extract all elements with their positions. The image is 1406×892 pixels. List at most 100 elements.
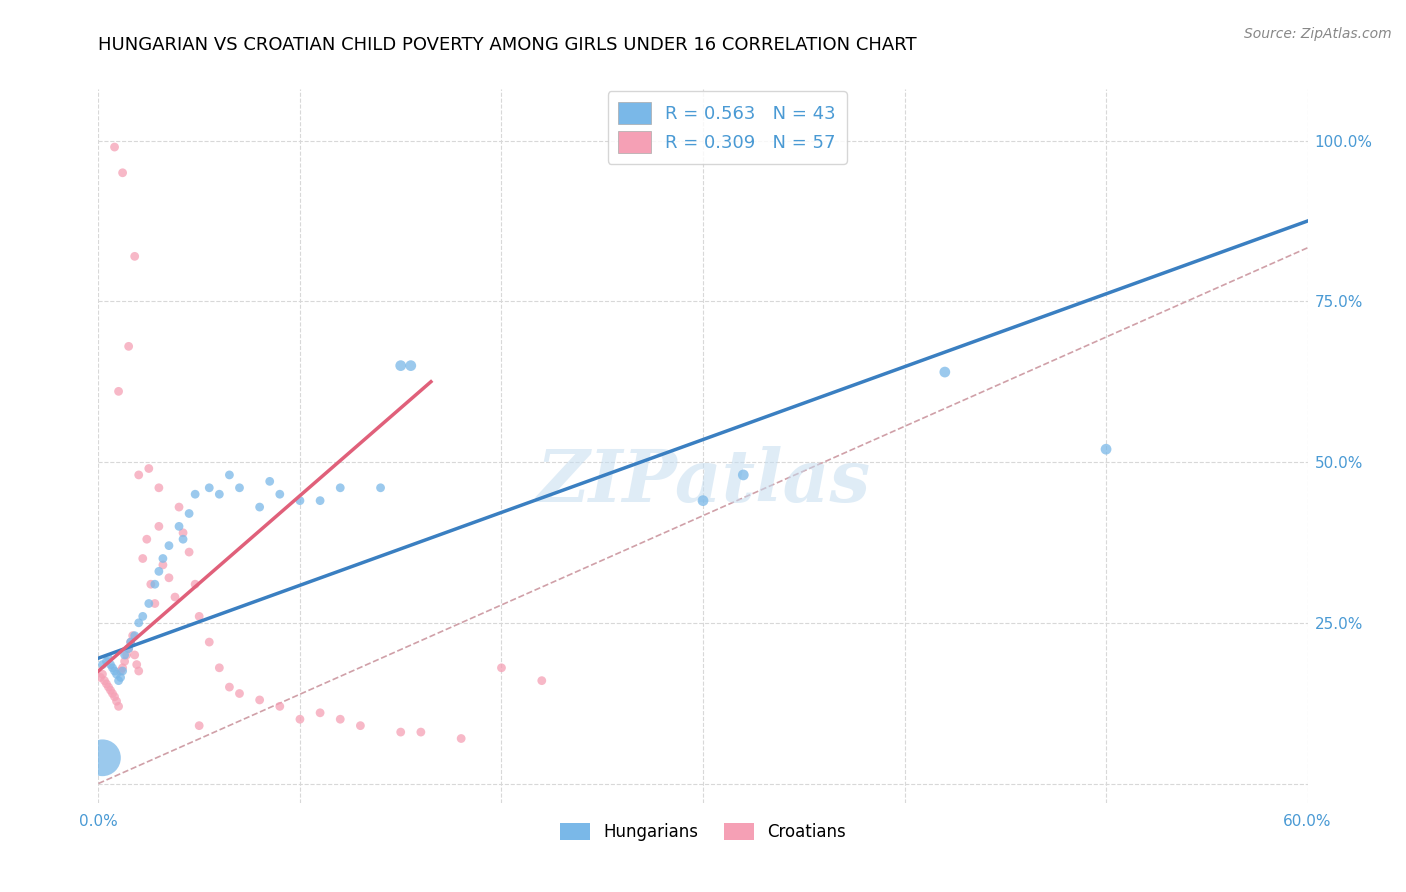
- Point: [157, 539, 180, 553]
- Point: [148, 519, 170, 533]
- Point: [120, 635, 142, 649]
- Point: [111, 661, 134, 675]
- Point: [389, 725, 412, 739]
- Point: [269, 487, 291, 501]
- Point: [143, 597, 166, 611]
- Point: [218, 467, 240, 482]
- Point: [329, 481, 352, 495]
- Point: [167, 500, 190, 514]
- Point: [152, 558, 174, 572]
- Point: [111, 166, 134, 180]
- Point: [103, 690, 125, 704]
- Point: [249, 693, 271, 707]
- Point: [530, 673, 553, 688]
- Point: [172, 525, 194, 540]
- Point: [97, 651, 120, 665]
- Point: [100, 657, 122, 672]
- Text: HUNGARIAN VS CROATIAN CHILD POVERTY AMONG GIRLS UNDER 16 CORRELATION CHART: HUNGARIAN VS CROATIAN CHILD POVERTY AMON…: [98, 36, 917, 54]
- Point: [148, 565, 170, 579]
- Point: [110, 664, 132, 678]
- Point: [138, 461, 160, 475]
- Point: [228, 481, 250, 495]
- Point: [309, 706, 332, 720]
- Point: [138, 597, 160, 611]
- Point: [128, 615, 150, 630]
- Point: [96, 654, 118, 668]
- Point: [124, 629, 146, 643]
- Point: [218, 680, 240, 694]
- Point: [208, 487, 231, 501]
- Point: [184, 487, 207, 501]
- Text: ZIPatlas: ZIPatlas: [536, 446, 870, 517]
- Point: [309, 493, 332, 508]
- Point: [128, 664, 150, 678]
- Point: [97, 680, 120, 694]
- Point: [105, 694, 128, 708]
- Point: [1095, 442, 1118, 457]
- Point: [179, 507, 201, 521]
- Point: [692, 493, 714, 508]
- Point: [96, 677, 118, 691]
- Point: [121, 629, 143, 643]
- Point: [198, 635, 221, 649]
- Point: [114, 654, 136, 668]
- Point: [103, 664, 125, 678]
- Point: [107, 699, 129, 714]
- Point: [163, 590, 186, 604]
- Legend: Hungarians, Croatians: Hungarians, Croatians: [554, 816, 852, 848]
- Text: Source: ZipAtlas.com: Source: ZipAtlas.com: [1244, 27, 1392, 41]
- Point: [143, 577, 166, 591]
- Point: [118, 641, 141, 656]
- Point: [179, 545, 201, 559]
- Point: [93, 673, 115, 688]
- Point: [208, 661, 231, 675]
- Point: [288, 712, 311, 726]
- Point: [733, 467, 755, 482]
- Point: [132, 609, 155, 624]
- Point: [114, 648, 136, 662]
- Point: [89, 670, 111, 684]
- Point: [157, 571, 180, 585]
- Point: [184, 577, 207, 591]
- Point: [124, 648, 146, 662]
- Point: [409, 725, 432, 739]
- Point: [91, 657, 114, 672]
- Point: [399, 359, 422, 373]
- Point: [228, 686, 250, 700]
- Point: [188, 609, 211, 624]
- Point: [139, 577, 162, 591]
- Point: [152, 551, 174, 566]
- Point: [370, 481, 392, 495]
- Point: [105, 667, 128, 681]
- Point: [100, 683, 122, 698]
- Point: [91, 667, 114, 681]
- Point: [172, 533, 194, 547]
- Point: [128, 467, 150, 482]
- Point: [491, 661, 513, 675]
- Point: [101, 686, 124, 700]
- Point: [111, 664, 134, 678]
- Point: [259, 475, 281, 489]
- Point: [132, 551, 155, 566]
- Point: [135, 533, 157, 547]
- Point: [450, 731, 472, 746]
- Point: [103, 140, 125, 154]
- Point: [389, 359, 412, 373]
- Point: [124, 249, 146, 263]
- Point: [269, 699, 291, 714]
- Point: [107, 673, 129, 688]
- Point: [148, 481, 170, 495]
- Point: [167, 519, 190, 533]
- Point: [120, 635, 142, 649]
- Point: [188, 719, 211, 733]
- Point: [125, 657, 148, 672]
- Point: [329, 712, 352, 726]
- Point: [101, 661, 124, 675]
- Point: [118, 339, 141, 353]
- Point: [288, 493, 311, 508]
- Point: [118, 641, 141, 656]
- Point: [198, 481, 221, 495]
- Point: [115, 648, 138, 662]
- Point: [249, 500, 271, 514]
- Point: [934, 365, 956, 379]
